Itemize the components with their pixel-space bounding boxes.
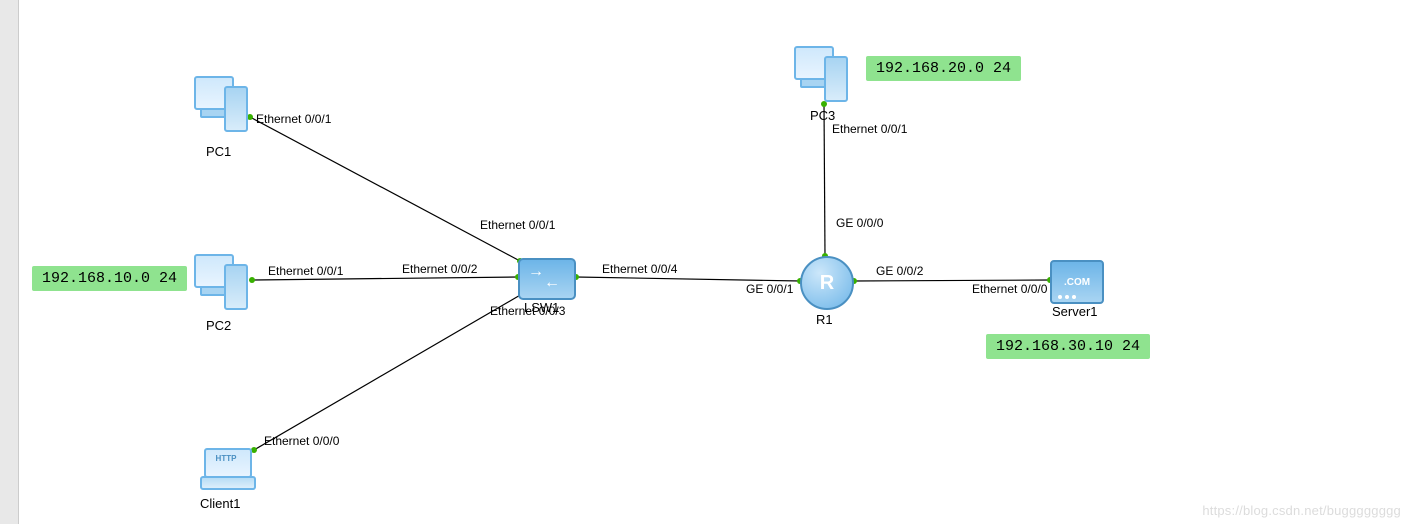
port-label: Ethernet 0/0/1 bbox=[268, 264, 343, 278]
watermark: https://blog.csdn.net/bugggggggg bbox=[1202, 503, 1401, 518]
server-icon: .COM bbox=[1050, 260, 1104, 304]
device-r1[interactable]: R bbox=[800, 256, 854, 310]
port-label: Ethernet 0/0/0 bbox=[972, 282, 1047, 296]
device-server1[interactable]: .COM bbox=[1050, 260, 1104, 304]
label-client1: Client1 bbox=[200, 496, 240, 511]
pc-icon bbox=[194, 76, 250, 132]
router-icon: R bbox=[800, 256, 854, 310]
port-label: Ethernet 0/0/1 bbox=[256, 112, 331, 126]
link-client1-lsw1[interactable] bbox=[254, 294, 522, 450]
client-icon: HTTP bbox=[200, 448, 252, 488]
port-label: GE 0/0/2 bbox=[876, 264, 923, 278]
port-label: Ethernet 0/0/4 bbox=[602, 262, 677, 276]
label-r1: R1 bbox=[816, 312, 833, 327]
port-label: GE 0/0/0 bbox=[836, 216, 883, 230]
ip-annotation: 192.168.20.0 24 bbox=[866, 56, 1021, 81]
ip-annotation: 192.168.10.0 24 bbox=[32, 266, 187, 291]
ip-annotation: 192.168.30.10 24 bbox=[986, 334, 1150, 359]
device-lsw1[interactable]: → ← bbox=[518, 258, 576, 300]
link-r1-server1[interactable] bbox=[854, 280, 1050, 281]
label-server1: Server1 bbox=[1052, 304, 1098, 319]
link-pc1-lsw1[interactable] bbox=[250, 117, 520, 261]
pc-icon bbox=[794, 46, 850, 102]
port-label: GE 0/0/1 bbox=[746, 282, 793, 296]
label-pc2: PC2 bbox=[206, 318, 231, 333]
link-pc3-r1[interactable] bbox=[824, 104, 825, 256]
port-label: Ethernet 0/0/1 bbox=[480, 218, 555, 232]
topology-canvas[interactable]: Ethernet 0/0/1 Ethernet 0/0/1 Ethernet 0/0… bbox=[0, 0, 1421, 524]
link-lsw1-r1[interactable] bbox=[576, 277, 800, 281]
device-client1[interactable]: HTTP bbox=[200, 448, 252, 488]
port-label: Ethernet 0/0/1 bbox=[832, 122, 907, 136]
pc-icon bbox=[194, 254, 250, 310]
device-pc3[interactable] bbox=[794, 46, 850, 102]
switch-icon: → ← bbox=[518, 258, 576, 300]
label-pc1: PC1 bbox=[206, 144, 231, 159]
port-label: Ethernet 0/0/0 bbox=[264, 434, 339, 448]
label-lsw1: LSW1 bbox=[524, 300, 559, 315]
port-label: Ethernet 0/0/2 bbox=[402, 262, 477, 276]
device-pc2[interactable] bbox=[194, 254, 250, 310]
device-pc1[interactable] bbox=[194, 76, 250, 132]
label-pc3: PC3 bbox=[810, 108, 835, 123]
